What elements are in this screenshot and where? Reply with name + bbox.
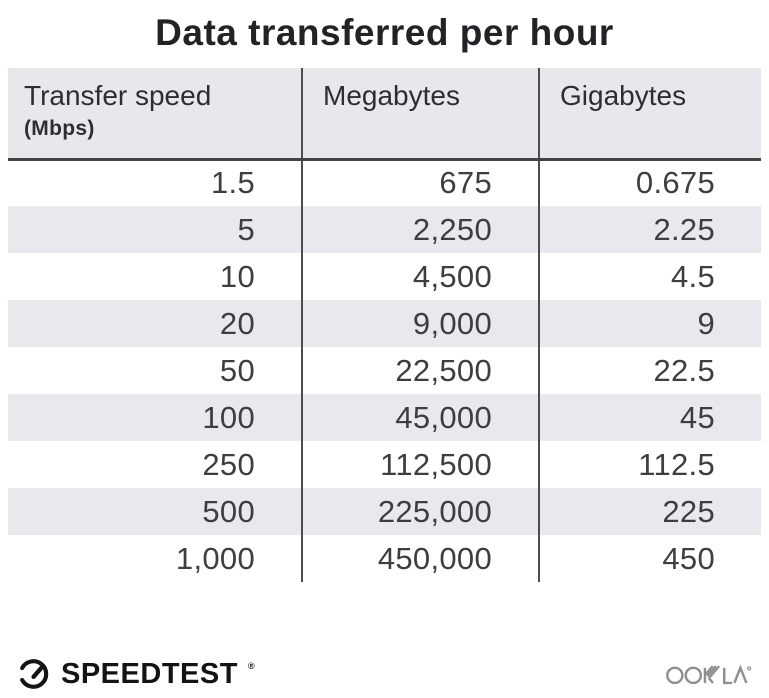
table-cell: 500 (8, 488, 302, 535)
table-cell: 20 (8, 300, 302, 347)
col-header-transfer-speed-label: Transfer speed (24, 80, 212, 111)
ookla-wordmark-icon (666, 664, 752, 685)
col-header-transfer-speed-unit: (Mbps) (24, 117, 95, 140)
table-cell: 9,000 (301, 300, 539, 347)
table-cell: 22.5 (538, 347, 761, 394)
table-cell: 112.5 (538, 441, 761, 488)
table-cell: 225,000 (301, 488, 539, 535)
table-cell: 100 (8, 394, 302, 441)
table-cell: 450,000 (301, 535, 539, 582)
table-row: 1.5 675 0.675 (8, 159, 761, 206)
page-title: Data transferred per hour (155, 12, 614, 53)
table-cell: 2,250 (301, 206, 539, 253)
speedtest-logo: SPEEDTEST ® (18, 657, 255, 691)
speedtest-gauge-icon (20, 659, 49, 689)
speedtest-wordmark: SPEEDTEST (61, 657, 238, 690)
ookla-logo (665, 662, 753, 686)
footer: SPEEDTEST ® (18, 654, 753, 694)
speedtest-trademark: ® (247, 661, 255, 671)
table-cell: 450 (538, 535, 761, 582)
col-header-megabytes: Megabytes (301, 68, 539, 161)
table-cell: 225 (538, 488, 761, 535)
table-cell: 4,500 (301, 253, 539, 300)
table-cell: 45 (538, 394, 761, 441)
table-cell: 10 (219, 258, 255, 294)
table-body: 1.5 675 0.675 5 2,250 2.25 10 4,500 4.5 20 9,000 9 5… (8, 159, 761, 582)
table-cell: 9 (538, 300, 761, 347)
table-row: 5 2,250 2.25 (8, 206, 761, 253)
table-row: 500 225,000 225 (8, 488, 761, 535)
table-cell: 675 (301, 159, 539, 206)
table-cell: 1,000 (175, 540, 255, 576)
header-row: Transfer speed (Mbps) Megabytes Gigabyte… (8, 68, 761, 161)
table-row: 250 112,500 112.5 (8, 441, 761, 488)
table-cell: 250 (202, 446, 255, 482)
table-row: 1,000 450,000 450 (8, 535, 761, 582)
data-table: Transfer speed (Mbps) Megabytes Gigabyte… (8, 68, 761, 582)
table-row: 50 22,500 22.5 (8, 347, 761, 394)
table-row: 20 9,000 9 (8, 300, 761, 347)
table-cell: 22,500 (301, 347, 539, 394)
table-cell: 0.675 (538, 159, 761, 206)
table-cell: 112,500 (301, 441, 539, 488)
col-header-gigabytes: Gigabytes (538, 68, 761, 161)
table-cell: 45,000 (301, 394, 539, 441)
col-header-transfer-speed: Transfer speed (Mbps) (8, 68, 302, 161)
table-cell: 50 (219, 352, 255, 388)
table-cell: 1.5 (211, 165, 255, 201)
table-cell: 2.25 (538, 206, 761, 253)
table-row: 100 45,000 45 (8, 394, 761, 441)
table-row: 10 4,500 4.5 (8, 253, 761, 300)
table-cell: 5 (8, 206, 302, 253)
table-cell: 4.5 (538, 253, 761, 300)
